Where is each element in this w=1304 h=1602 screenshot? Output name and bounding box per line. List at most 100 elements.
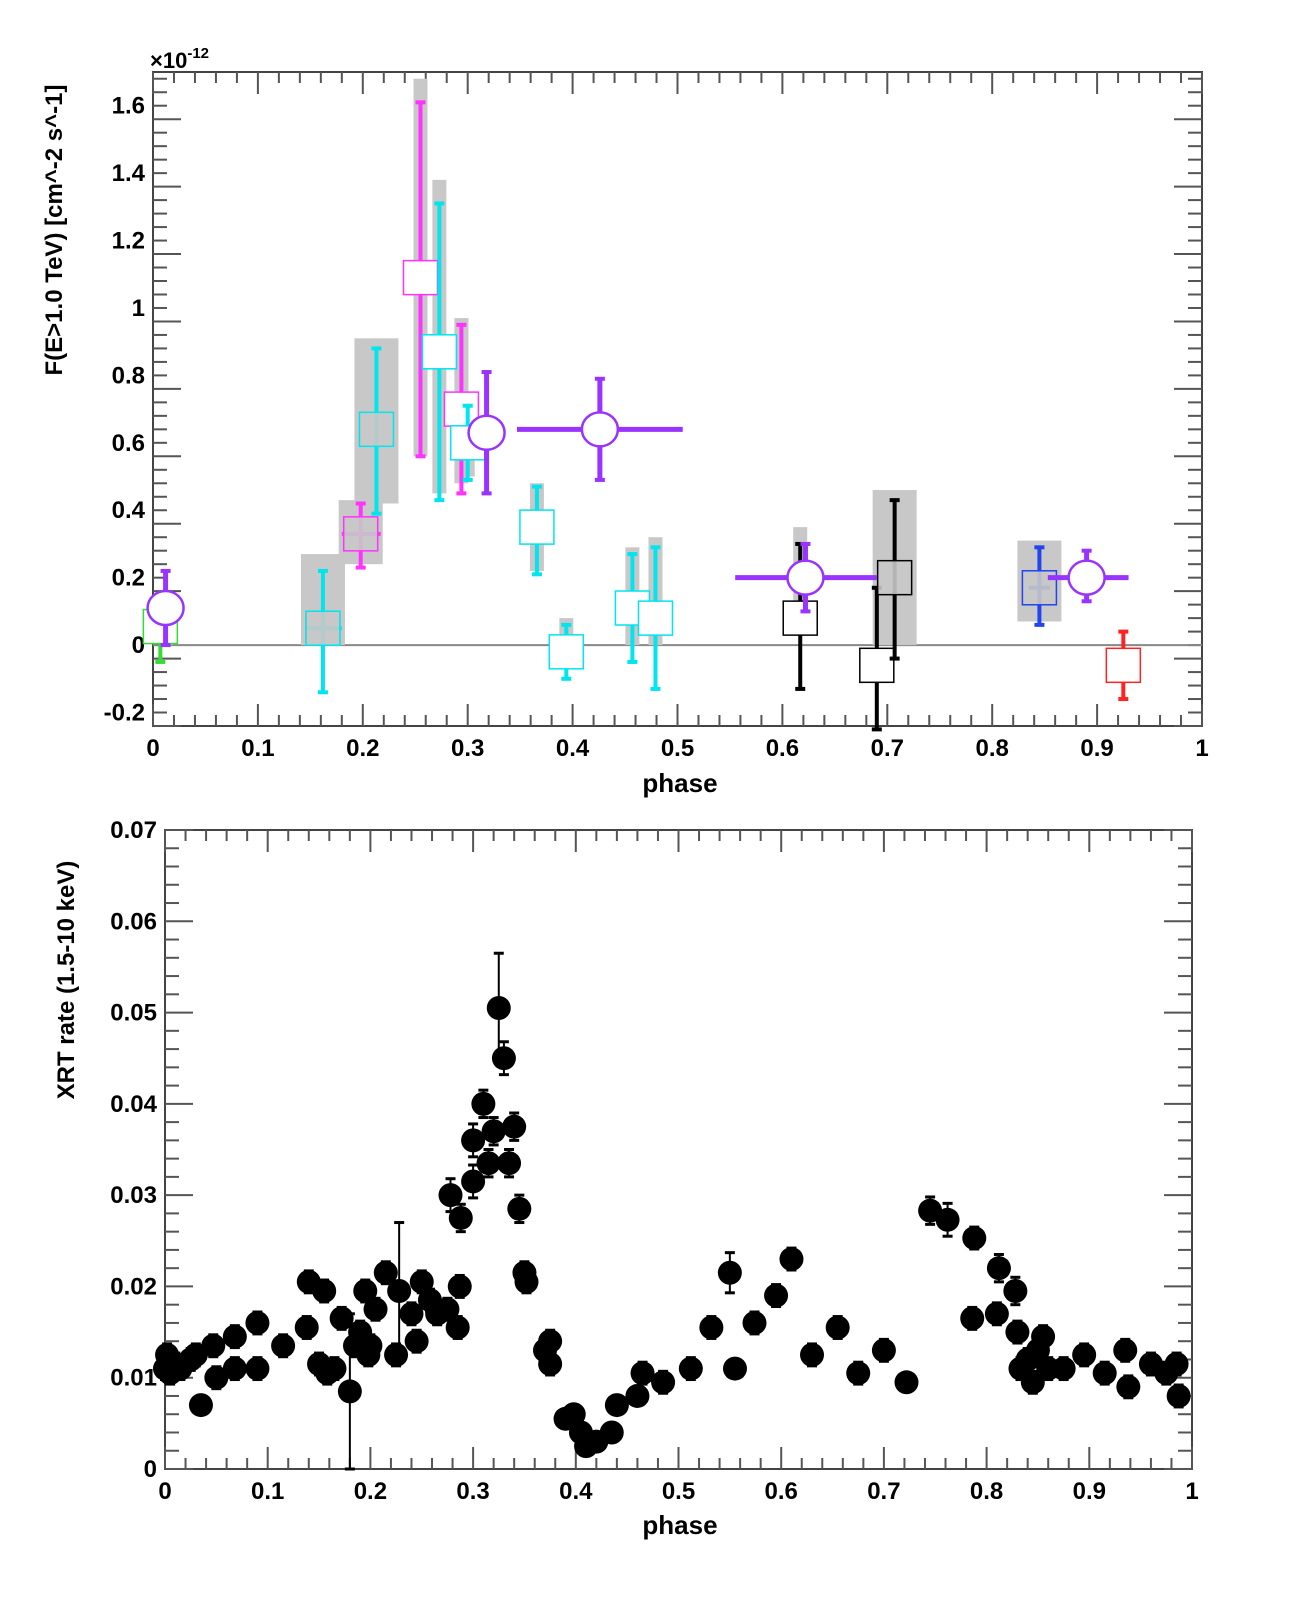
square-marker	[782, 600, 818, 636]
filled-circle-marker	[337, 1379, 362, 1404]
xrt-data-point	[445, 1315, 470, 1340]
filled-circle-marker	[222, 1356, 247, 1381]
filled-circle-marker	[960, 1306, 985, 1331]
xrt-data-point	[471, 1088, 496, 1120]
x-tick-label: 0.7	[871, 735, 904, 762]
data-point-black-square	[859, 585, 895, 732]
circle-marker	[786, 559, 825, 596]
y-tick-label: -0.2	[104, 700, 145, 727]
filled-circle-marker	[448, 1205, 473, 1230]
filled-circle-marker	[201, 1333, 226, 1358]
xrt-data-point	[448, 1202, 473, 1234]
x-tick-label: 0.9	[1073, 1478, 1106, 1505]
y-tick-label: 1.6	[112, 93, 145, 120]
square-marker	[342, 516, 379, 552]
xrt-data-point	[461, 1163, 486, 1200]
y-tick-label: 0.04	[110, 1091, 157, 1118]
xrt-data-point	[825, 1315, 850, 1340]
xrt-data-point	[800, 1342, 825, 1368]
filled-circle-marker	[779, 1247, 804, 1272]
x-tick-label: 0.8	[976, 735, 1009, 762]
xrt-data-point	[322, 1356, 347, 1382]
y-tick-label: 0.07	[110, 817, 157, 844]
filled-circle-marker	[245, 1310, 270, 1335]
xrt-data-point	[960, 1305, 985, 1331]
filled-circle-marker	[722, 1356, 747, 1381]
filled-circle-marker	[471, 1091, 496, 1116]
filled-circle-marker	[1164, 1352, 1189, 1377]
xrt-data-point	[514, 1269, 539, 1295]
xrt-data-point	[245, 1310, 270, 1336]
x-tick-label: 0.7	[867, 1478, 900, 1505]
filled-circle-marker	[1116, 1374, 1141, 1399]
filled-circle-marker	[1031, 1324, 1056, 1349]
filled-circle-marker	[538, 1352, 563, 1377]
xrt-data-point	[188, 1393, 213, 1418]
xrt-data-point	[271, 1333, 296, 1359]
xrt-data-point	[1092, 1360, 1117, 1386]
x-tick-label: 0.2	[346, 735, 379, 762]
filled-circle-marker	[271, 1333, 296, 1358]
data-point-purple-circle	[517, 376, 683, 482]
y-tick-label: 0.05	[110, 1000, 157, 1027]
filled-circle-marker	[204, 1365, 229, 1390]
data-point-cyan-square	[305, 568, 342, 695]
filled-circle-marker	[986, 1256, 1011, 1281]
filled-circle-marker	[764, 1283, 789, 1308]
xrt-data-point	[404, 1328, 429, 1354]
xrt-data-point	[245, 1356, 270, 1382]
filled-circle-marker	[1003, 1278, 1028, 1303]
filled-circle-marker	[678, 1356, 703, 1381]
y-tick-label: 0.6	[112, 430, 145, 457]
square-marker	[859, 647, 895, 684]
xrt-data-point	[678, 1356, 703, 1382]
filled-circle-marker	[561, 1402, 586, 1427]
square-marker	[305, 610, 341, 646]
xrt-data-point	[1116, 1374, 1141, 1400]
circle-marker	[1067, 559, 1106, 596]
data-point-purple-circle	[146, 568, 185, 648]
circle-marker	[146, 589, 185, 627]
scale-base: ×10	[150, 48, 187, 73]
data-point-magenta-square	[443, 322, 480, 496]
scale-exponent: -12	[187, 45, 209, 62]
xrt-data-point	[507, 1193, 532, 1225]
xrt-data-point	[387, 1221, 412, 1361]
xrt-data-point	[604, 1393, 629, 1418]
xrt-data-point	[984, 1301, 1009, 1327]
square-marker	[1105, 647, 1142, 684]
xrt-data-point	[476, 1148, 501, 1179]
filled-circle-marker	[1020, 1370, 1045, 1395]
filled-circle-marker	[630, 1361, 655, 1386]
xrt-data-point	[222, 1324, 247, 1350]
top-y-axis-label: F(E>1.0 TeV) [cm^-2 s^-1]	[41, 85, 68, 376]
x-tick-label: 0.6	[766, 735, 799, 762]
xrt-data-point	[779, 1246, 804, 1272]
y-tick-label: 1.4	[112, 160, 146, 187]
filled-circle-marker	[1051, 1356, 1076, 1381]
filled-circle-marker	[358, 1333, 383, 1358]
y-tick-label: 0.03	[110, 1182, 157, 1209]
y-tick-label: 0.8	[112, 362, 145, 389]
xrt-data-point	[630, 1360, 655, 1386]
filled-circle-marker	[461, 1169, 486, 1194]
xrt-data-point	[1003, 1275, 1028, 1307]
filled-circle-marker	[312, 1278, 337, 1303]
filled-circle-marker	[846, 1361, 871, 1386]
filled-circle-marker	[1092, 1361, 1117, 1386]
filled-circle-marker	[894, 1370, 919, 1395]
filled-circle-marker	[363, 1297, 388, 1322]
x-tick-label: 0.3	[451, 735, 484, 762]
xrt-data-point	[502, 1111, 527, 1142]
xrt-data-point	[651, 1369, 676, 1395]
filled-circle-marker	[502, 1114, 527, 1139]
filled-circle-marker	[222, 1324, 247, 1349]
x-tick-label: 1	[1185, 1478, 1198, 1505]
xrt-data-point	[538, 1351, 563, 1377]
filled-circle-marker	[387, 1278, 412, 1303]
filled-circle-marker	[625, 1383, 650, 1408]
circle-marker	[467, 414, 506, 451]
xrt-data-point	[363, 1296, 388, 1322]
data-point-cyan-square	[358, 346, 395, 516]
filled-circle-marker	[461, 1128, 486, 1153]
